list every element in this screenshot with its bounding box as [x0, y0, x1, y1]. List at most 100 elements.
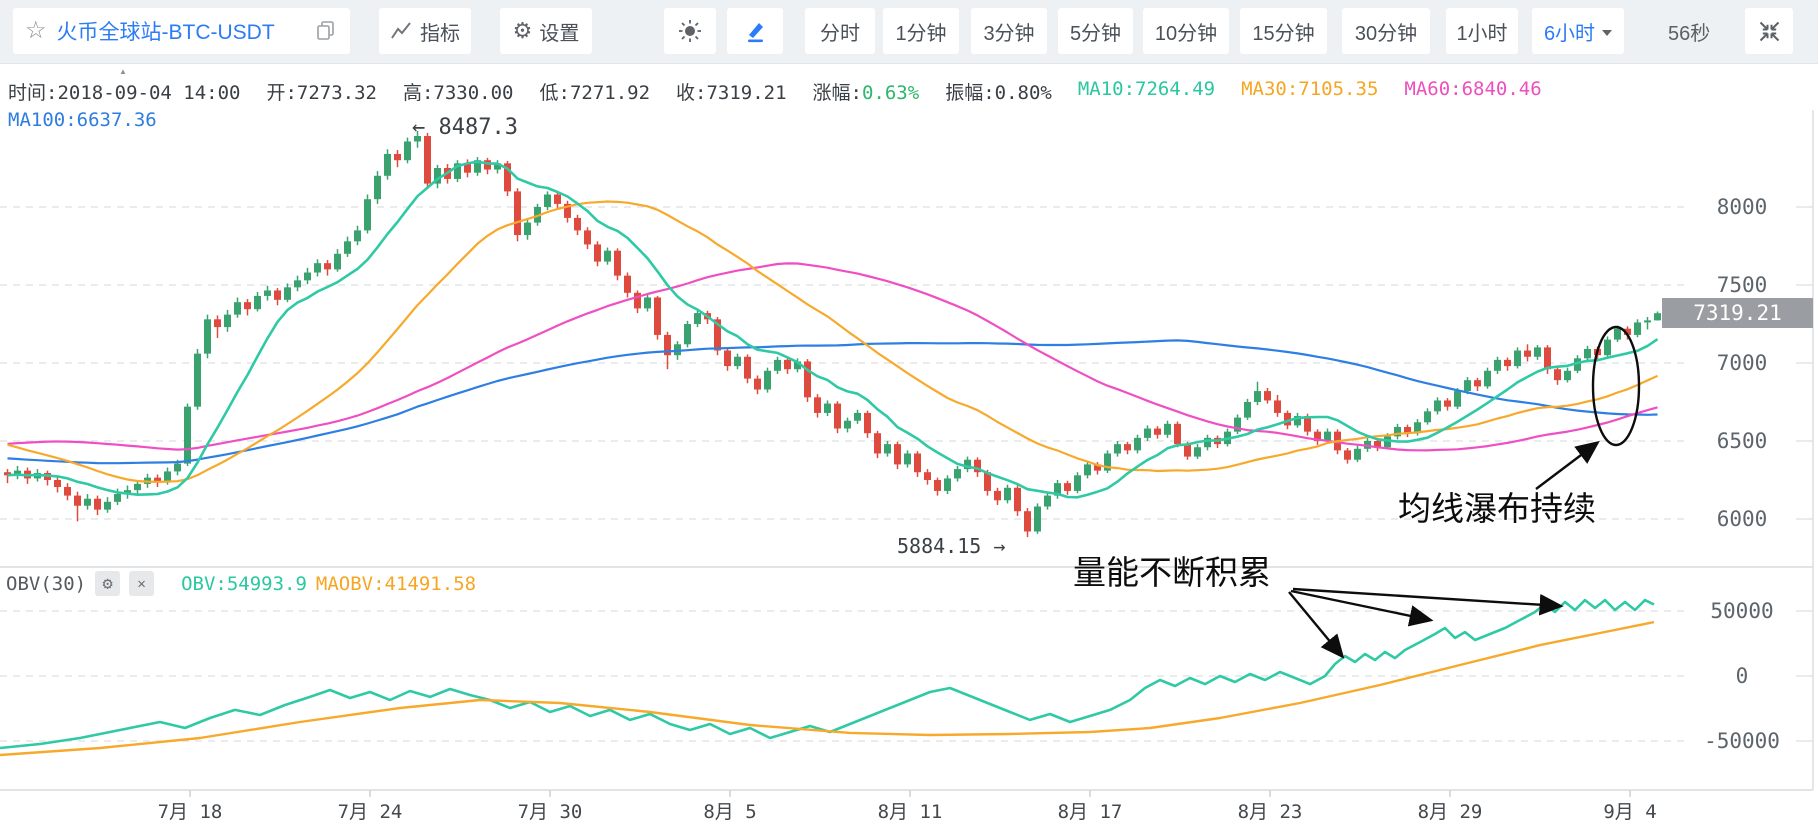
symbol-selector[interactable]: ☆ 火币全球站-BTC-USDT	[13, 8, 350, 54]
price-axis-label: 8000	[1717, 195, 1768, 219]
toolbar: ☆ 火币全球站-BTC-USDT 指标 ⚙ 设置	[0, 0, 1818, 64]
candle-body	[1014, 487, 1021, 512]
maobv-line	[0, 620, 1655, 757]
collapse-arrows-icon	[1759, 21, 1779, 41]
candle-body	[54, 480, 61, 488]
candle-body	[1114, 444, 1121, 454]
candle-body	[1424, 411, 1431, 423]
info-change: 涨幅:0.63%	[813, 78, 920, 105]
interval-button-5min[interactable]: 5分钟	[1058, 8, 1133, 54]
settings-button[interactable]: ⚙ 设置	[500, 8, 592, 54]
info-close: 收:7319.21	[676, 82, 787, 104]
candle-body	[854, 412, 861, 421]
change-label: 涨幅:	[812, 82, 862, 104]
info-amplitude: 振幅:0.80%	[945, 82, 1052, 104]
x-axis-label: 8月 17	[1058, 801, 1123, 823]
ma-line-30	[7, 200, 1658, 483]
candle-body	[214, 319, 221, 328]
theme-toggle-button[interactable]	[664, 8, 716, 54]
interval-button-15min[interactable]: 15分钟	[1240, 8, 1327, 54]
candle-body	[1644, 320, 1651, 323]
indicator-button[interactable]: 指标	[379, 8, 471, 54]
candle-body	[1304, 416, 1311, 432]
toolbar-collapse-tab[interactable]: ▲	[75, 64, 171, 79]
info-low: 低:7271.92	[539, 82, 651, 104]
candle-body	[634, 292, 641, 309]
candle-body	[1254, 391, 1261, 402]
candle-body	[164, 471, 171, 483]
candle-body	[1204, 437, 1211, 448]
candle-body	[1374, 441, 1381, 448]
interval-button-3min[interactable]: 3分钟	[971, 8, 1047, 54]
x-axis-label: 9月 4	[1603, 801, 1656, 823]
interval-button-1min[interactable]: 1分钟	[883, 8, 959, 54]
obv-axis-label: 0	[1736, 664, 1749, 688]
obv-note-arrow	[1288, 591, 1345, 659]
interval-label: 5分钟	[1069, 22, 1122, 45]
candle-body	[794, 361, 801, 370]
candle-body	[1624, 328, 1631, 335]
info-time: 时间:2018-09-04 14:00	[8, 82, 241, 104]
obv-axis-label: 50000	[1710, 599, 1773, 623]
candle-body	[224, 314, 231, 328]
interval-label: 30分钟	[1354, 22, 1418, 45]
candle-body	[1164, 423, 1171, 435]
candle-body	[654, 297, 661, 335]
collapse-toolbar-button[interactable]	[1745, 8, 1793, 54]
candle-body	[804, 361, 811, 398]
candle-body	[694, 313, 701, 324]
candle-body	[974, 459, 981, 473]
candle-body	[1344, 450, 1351, 460]
interval-button-10min[interactable]: 10分钟	[1143, 8, 1229, 54]
close-icon: ✕	[137, 575, 146, 592]
ma-line-60	[7, 262, 1658, 452]
interval-button-1hour[interactable]: 1小时	[1446, 8, 1518, 54]
candle-body	[434, 168, 441, 184]
candle-body	[1194, 447, 1201, 457]
candles-layer	[4, 130, 1661, 538]
candle-body	[474, 160, 481, 173]
candle-body	[644, 297, 651, 309]
x-axis-label: 7月 24	[338, 801, 403, 823]
candle-body	[874, 433, 881, 454]
info-ma60: MA60:6840.46	[1404, 78, 1542, 100]
ma-line-10	[7, 160, 1659, 499]
candle-body	[294, 280, 301, 288]
candle-body	[1494, 359, 1501, 371]
indicator-chart-icon	[391, 22, 411, 39]
candle-body	[664, 334, 671, 356]
interval-button-30min[interactable]: 30分钟	[1342, 8, 1430, 54]
draw-tool-button[interactable]	[727, 8, 783, 54]
candle-body	[1044, 495, 1051, 507]
favorite-star-icon[interactable]: ☆	[25, 17, 47, 44]
candle-body	[244, 302, 251, 310]
obv-close-button[interactable]: ✕	[129, 571, 155, 596]
candle-body	[114, 494, 121, 502]
x-axis-label: 7月 30	[518, 801, 583, 823]
candle-body	[124, 490, 131, 495]
candle-body	[684, 324, 691, 345]
candle-body	[594, 244, 601, 262]
candle-body	[904, 453, 911, 465]
interval-label: 分时	[820, 22, 860, 45]
x-axis-label: 8月 23	[1238, 801, 1303, 823]
candle-body	[754, 378, 761, 390]
candle-body	[14, 470, 21, 476]
candle-body	[1454, 391, 1461, 407]
interval-dropdown-6hour[interactable]: 6小时	[1532, 8, 1624, 54]
candle-body	[414, 136, 421, 142]
candle-body	[524, 222, 531, 236]
interval-button-fenshi[interactable]: 分时	[805, 8, 875, 54]
candle-body	[814, 397, 821, 413]
candle-body	[184, 406, 191, 464]
obv-settings-button[interactable]: ⚙	[95, 571, 121, 596]
obv-indicator-header: OBV(30) ⚙ ✕ OBV:54993.9 MAOBV:41491.58	[6, 571, 476, 596]
trough-price-annotation: 5884.15 →	[897, 534, 1005, 558]
candle-body	[314, 263, 321, 273]
candle-body	[1084, 464, 1091, 476]
info-high: 高:7330.00	[402, 82, 514, 104]
candle-body	[354, 230, 361, 242]
copy-icon[interactable]	[314, 19, 338, 43]
candle-body	[94, 498, 101, 510]
